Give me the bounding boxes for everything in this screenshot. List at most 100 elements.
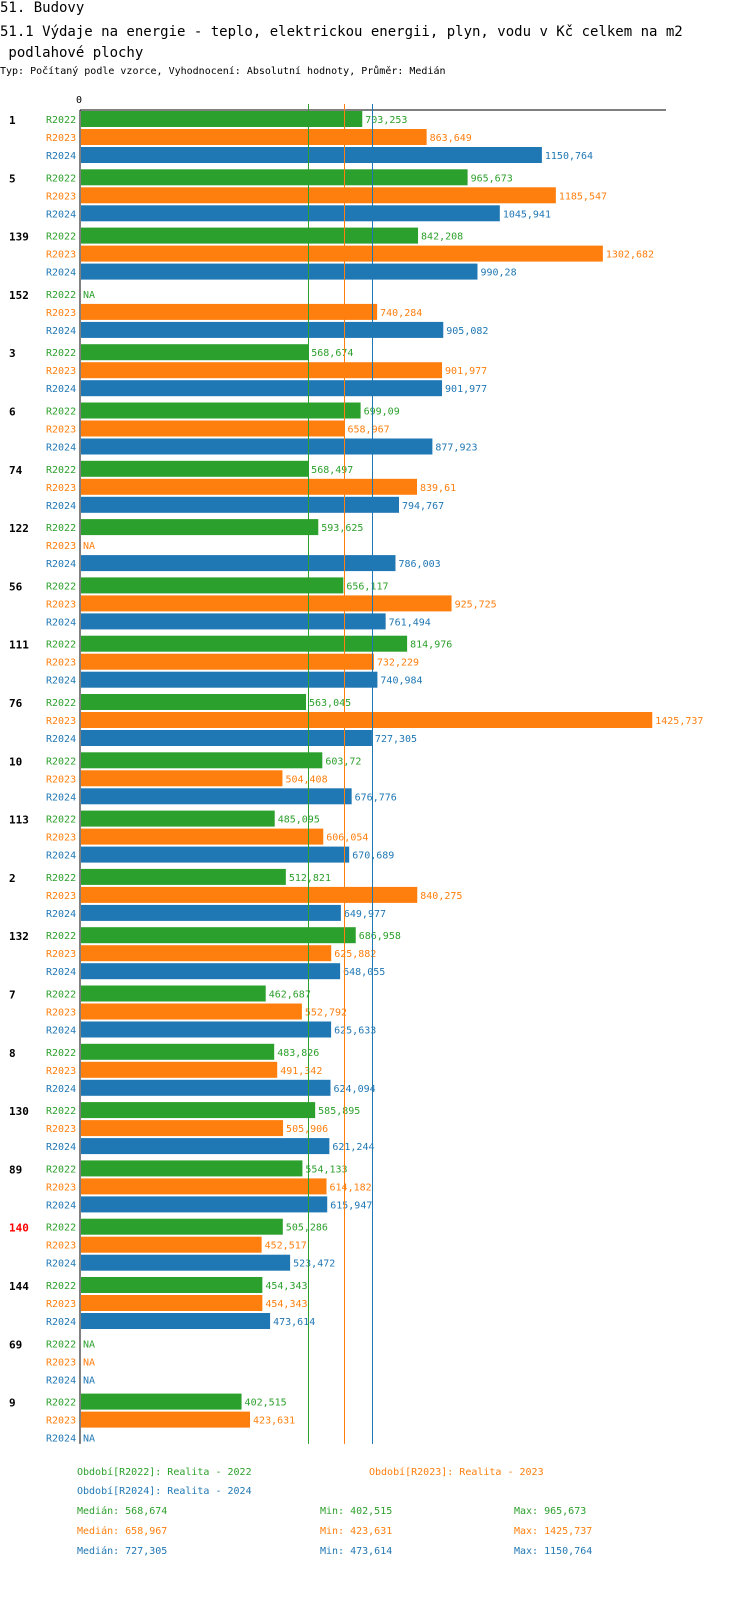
data-label: 523,472 bbox=[293, 1259, 335, 1270]
bar bbox=[81, 1003, 302, 1020]
stat-median-r2023: Medián: 658,967 bbox=[77, 1526, 168, 1537]
data-label: 925,725 bbox=[455, 599, 497, 610]
bar bbox=[81, 478, 418, 495]
series-label: R2022 bbox=[46, 1281, 76, 1292]
series-label: R2023 bbox=[46, 308, 76, 319]
data-label: 452,517 bbox=[265, 1241, 307, 1252]
series-label: R2024 bbox=[46, 268, 76, 279]
series-label: R2024 bbox=[46, 326, 76, 337]
bar bbox=[81, 1218, 283, 1235]
group-label: 69 bbox=[9, 1338, 22, 1351]
data-label: 491,342 bbox=[280, 1066, 322, 1077]
bar bbox=[81, 595, 452, 612]
bar bbox=[81, 1178, 327, 1195]
bar bbox=[81, 846, 350, 863]
chart-title-line2: podlahové plochy bbox=[0, 45, 144, 61]
bar bbox=[81, 788, 352, 805]
data-label: 901,977 bbox=[445, 366, 487, 377]
data-label: 699,09 bbox=[364, 407, 400, 418]
data-label: 624,094 bbox=[333, 1084, 375, 1095]
series-label: R2024 bbox=[46, 676, 76, 687]
stat-min-r2023: Min: 423,631 bbox=[320, 1526, 393, 1537]
data-label: 614,182 bbox=[330, 1182, 372, 1193]
series-label: R2024 bbox=[46, 967, 76, 978]
group-label: 113 bbox=[9, 814, 29, 827]
series-label: R2022 bbox=[46, 1398, 76, 1409]
bar bbox=[81, 344, 309, 361]
data-label: 840,275 bbox=[420, 891, 462, 902]
bar bbox=[81, 635, 408, 652]
series-label: R2022 bbox=[46, 756, 76, 767]
bar bbox=[81, 694, 306, 710]
bar bbox=[81, 1313, 271, 1329]
series-label: R2023 bbox=[46, 658, 76, 669]
data-label: 504,408 bbox=[285, 774, 327, 785]
series-label: R2024 bbox=[46, 851, 76, 862]
data-label: 593,625 bbox=[321, 523, 363, 534]
data-label: 676,776 bbox=[355, 792, 397, 803]
group-label: 3 bbox=[9, 347, 16, 360]
stat-max-r2023: Max: 1425,737 bbox=[514, 1526, 593, 1537]
series-label: R2022 bbox=[46, 990, 76, 1001]
series-label: R2023 bbox=[46, 366, 76, 377]
group-label: 6 bbox=[9, 406, 16, 419]
data-label: 842,208 bbox=[421, 232, 463, 243]
data-label: 625,882 bbox=[334, 949, 376, 960]
na-label: NA bbox=[83, 1339, 95, 1350]
series-label: R2023 bbox=[46, 250, 76, 261]
bar bbox=[81, 438, 433, 455]
data-label: 905,082 bbox=[446, 326, 488, 337]
group-label: 2 bbox=[9, 872, 16, 885]
bar bbox=[81, 712, 653, 728]
series-label: R2023 bbox=[46, 191, 76, 202]
series-label: R2022 bbox=[46, 698, 76, 709]
data-label: 505,286 bbox=[286, 1223, 328, 1234]
group-label: 122 bbox=[9, 522, 29, 535]
series-label: R2024 bbox=[46, 1200, 76, 1211]
data-label: 483,826 bbox=[277, 1048, 319, 1059]
series-label: R2022 bbox=[46, 348, 76, 359]
group-label: 5 bbox=[9, 172, 16, 185]
stat-median-r2022: Medián: 568,674 bbox=[77, 1506, 168, 1517]
series-label: R2022 bbox=[46, 581, 76, 592]
group-label: 139 bbox=[9, 231, 29, 244]
series-label: R2024 bbox=[46, 443, 76, 454]
bar bbox=[81, 1295, 263, 1311]
series-label: R2023 bbox=[46, 833, 76, 844]
bar bbox=[81, 496, 400, 513]
stat-max-r2024: Max: 1150,764 bbox=[514, 1546, 593, 1557]
group-label: 8 bbox=[9, 1047, 16, 1060]
bar bbox=[81, 555, 396, 572]
series-label: R2024 bbox=[46, 1375, 76, 1386]
group-label: 132 bbox=[9, 930, 29, 943]
series-label: R2023 bbox=[46, 541, 76, 552]
data-label: 473,614 bbox=[273, 1317, 315, 1328]
data-label: 686,958 bbox=[359, 931, 401, 942]
data-label: 786,003 bbox=[398, 559, 440, 570]
series-label: R2022 bbox=[46, 407, 76, 418]
series-label: R2022 bbox=[46, 523, 76, 534]
data-label: 625,633 bbox=[334, 1026, 376, 1037]
stat-median-r2024: Medián: 727,305 bbox=[77, 1546, 168, 1557]
series-label: R2022 bbox=[46, 290, 76, 301]
series-label: R2024 bbox=[46, 1084, 76, 1095]
chart-title: 51.1 Výdaje na energie - teplo, elektric… bbox=[0, 22, 740, 64]
series-label: R2023 bbox=[46, 133, 76, 144]
group-label: 140 bbox=[9, 1222, 29, 1235]
data-label: 649,977 bbox=[344, 909, 386, 920]
series-label: R2022 bbox=[46, 640, 76, 651]
series-label: R2023 bbox=[46, 949, 76, 960]
bar bbox=[81, 169, 468, 186]
data-label: 732,229 bbox=[377, 658, 419, 669]
data-label: 990,28 bbox=[480, 268, 516, 279]
series-label: R2022 bbox=[46, 815, 76, 826]
series-label: R2022 bbox=[46, 1106, 76, 1117]
data-label: 656,117 bbox=[346, 581, 388, 592]
bar bbox=[81, 362, 443, 379]
data-label: 658,967 bbox=[347, 425, 389, 436]
data-label: 965,673 bbox=[471, 173, 513, 184]
bar bbox=[81, 1061, 278, 1078]
axis-zero-label: 0 bbox=[76, 95, 82, 106]
series-label: R2024 bbox=[46, 617, 76, 628]
bar bbox=[81, 945, 332, 962]
